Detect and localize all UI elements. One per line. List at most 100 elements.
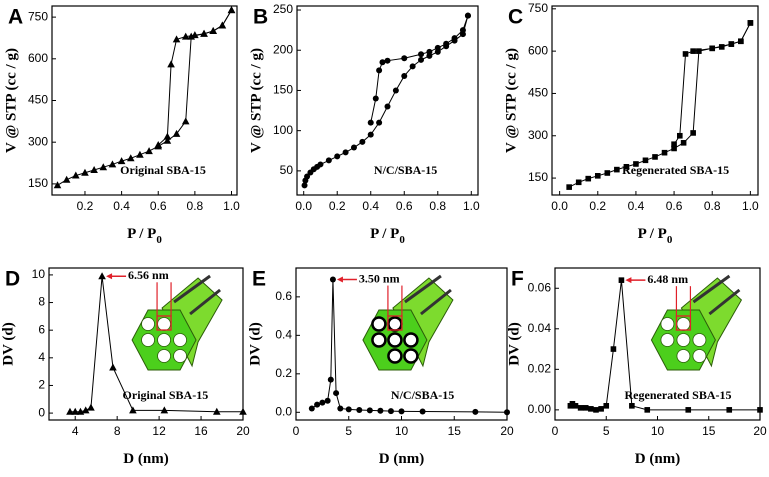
y-tick-label: 4 xyxy=(38,350,45,364)
y-tick-label: 0.06 xyxy=(528,280,552,294)
y-axis-label: DV (d) xyxy=(0,322,16,365)
x-tick-label: 12 xyxy=(152,424,166,438)
marker xyxy=(676,132,683,139)
marker xyxy=(372,95,379,102)
rod-edge xyxy=(692,274,731,304)
y-tick-label: 150 xyxy=(28,176,48,190)
y-tick-label: 150 xyxy=(273,83,293,97)
x-axis-label-sub: 0 xyxy=(667,234,673,246)
pore xyxy=(371,316,387,332)
pore xyxy=(173,333,187,347)
marker xyxy=(680,140,687,146)
y-tick-label: 2 xyxy=(38,378,45,392)
y-tick-label: 6 xyxy=(38,322,45,336)
x-tick-label: 5 xyxy=(345,424,352,438)
y-axis-label: V @ STP (cc / g) xyxy=(3,48,19,153)
x-tick-label: 0.2 xyxy=(329,199,346,213)
marker xyxy=(145,147,153,155)
y-tick-label: 8 xyxy=(38,295,45,309)
marker xyxy=(418,51,425,58)
marker xyxy=(308,405,315,412)
y-tick-label: 0.4 xyxy=(275,328,292,342)
marker xyxy=(209,27,217,35)
marker xyxy=(90,165,98,173)
peak-label: 3.50 nm xyxy=(359,271,400,285)
pore xyxy=(157,349,171,363)
marker xyxy=(301,182,308,189)
marker xyxy=(366,407,373,414)
panel-label: C xyxy=(508,6,523,29)
marker xyxy=(377,407,384,414)
y-tick-label: 0.2 xyxy=(275,366,292,380)
marker xyxy=(593,407,599,413)
pore xyxy=(692,333,707,347)
panel-label: F xyxy=(511,268,524,291)
marker xyxy=(325,157,332,164)
marker xyxy=(582,405,589,411)
annotation: N/C/SBA-15 xyxy=(391,388,454,402)
marker xyxy=(690,48,696,54)
annotation: N/C/SBA-15 xyxy=(374,163,437,177)
x-axis-label-main: D (nm) xyxy=(123,451,168,467)
x-tick-label: 0.4 xyxy=(628,199,645,213)
marker xyxy=(718,44,725,50)
annotation: Original SBA-15 xyxy=(123,388,209,402)
marker xyxy=(154,140,163,148)
marker xyxy=(661,149,668,156)
rod-edge xyxy=(419,288,452,316)
pore xyxy=(141,333,155,347)
marker xyxy=(200,29,208,37)
marker xyxy=(685,407,692,413)
x-axis-label-main: P / P xyxy=(127,226,156,242)
marker xyxy=(618,277,625,283)
x-tick-label: 0 xyxy=(293,424,300,438)
pore xyxy=(692,349,707,363)
marker xyxy=(728,41,735,47)
x-axis-label: P / P0 xyxy=(127,226,162,245)
y-tick-label: 0.0 xyxy=(275,404,292,418)
x-axis-label-sub: 0 xyxy=(156,234,162,246)
marker xyxy=(160,406,169,414)
marker xyxy=(426,48,433,55)
marker xyxy=(443,40,450,47)
x-tick-label: 0.6 xyxy=(666,199,683,213)
marker xyxy=(345,406,352,413)
x-axis-label-main: D (nm) xyxy=(635,451,680,467)
pore-highlight xyxy=(675,315,692,331)
marker xyxy=(401,72,408,79)
marker xyxy=(181,117,190,125)
marker xyxy=(356,406,363,413)
marker xyxy=(401,55,408,62)
y-tick-label: 100 xyxy=(273,123,293,137)
y-tick-label: 750 xyxy=(28,9,48,23)
marker xyxy=(81,406,90,414)
marker xyxy=(62,175,71,183)
marker xyxy=(384,103,391,110)
marker xyxy=(472,408,479,415)
marker xyxy=(623,163,630,170)
marker xyxy=(644,407,651,413)
y-tick-label: 0 xyxy=(38,405,45,419)
y-tick-label: 0.6 xyxy=(275,289,292,303)
marker xyxy=(327,376,334,383)
marker xyxy=(379,59,386,66)
y-tick-label: 450 xyxy=(28,93,48,107)
marker xyxy=(464,12,471,19)
marker xyxy=(603,403,610,409)
y-tick-label: 0.00 xyxy=(528,402,552,416)
pore xyxy=(676,333,691,347)
y-tick-label: 50 xyxy=(280,163,294,177)
x-tick-label: 0.4 xyxy=(362,199,379,213)
marker xyxy=(629,403,635,409)
series-line xyxy=(157,9,232,146)
x-tick-label: 0.0 xyxy=(295,199,312,213)
x-tick-label: 10 xyxy=(651,424,665,438)
x-tick-label: 1.0 xyxy=(463,199,480,213)
marker xyxy=(342,149,349,156)
marker xyxy=(163,136,172,144)
marker xyxy=(585,175,592,182)
x-tick-label: 0.8 xyxy=(429,199,446,213)
marker xyxy=(577,405,584,411)
marker xyxy=(126,154,135,162)
pore-highlight xyxy=(156,315,172,331)
